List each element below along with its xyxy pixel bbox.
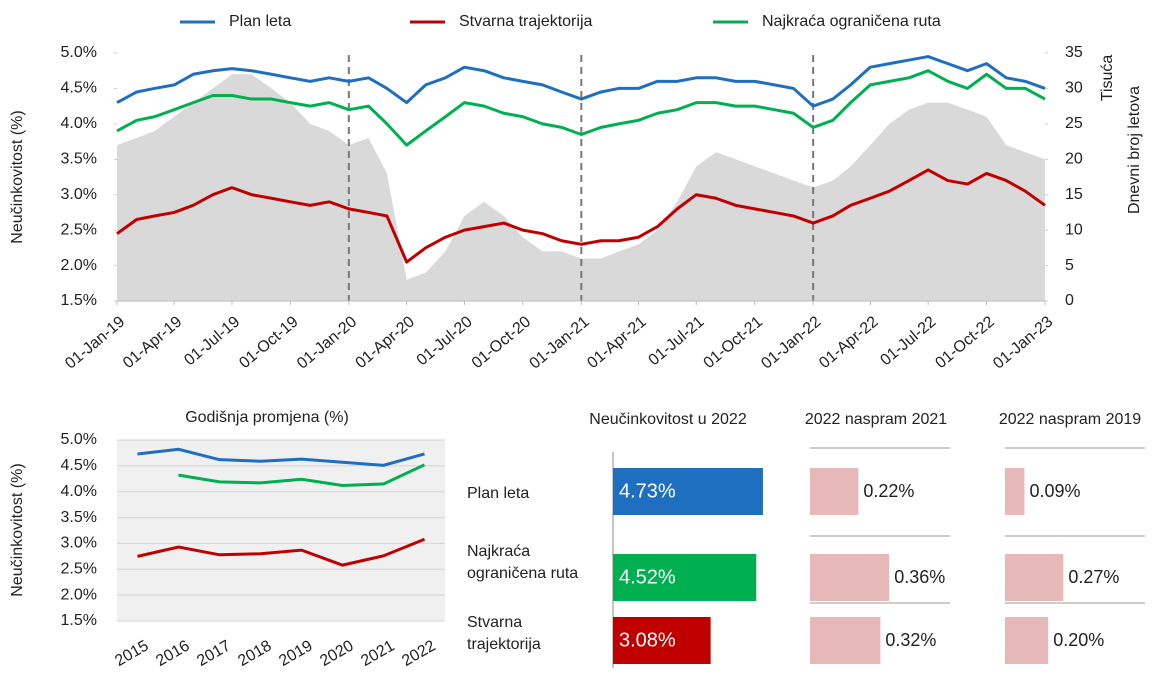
y-tick-label: 3.5% [61,151,97,168]
x-tick-label: 2015 [112,637,151,670]
bar [810,617,881,664]
x-tick-label: 01-Jan-19 [62,313,128,372]
x-tick-label: 2016 [153,637,192,670]
series-line [137,537,426,567]
value-label: 0.20% [1053,630,1104,650]
y2-tick-label: 15 [1065,186,1083,203]
value-label: 4.52% [619,566,676,588]
series-line [116,168,1046,264]
value-label: 4.73% [619,480,676,502]
x-tick-label: 01-Oct-20 [469,313,535,372]
x-tick-label: 2020 [317,637,356,670]
x-tick-label: 01-Jan-20 [294,313,360,372]
x-tick-label: 01-Oct-22 [932,313,998,372]
panel-title: 2022 naspram 2021 [805,411,947,428]
x-tick-label: 01-Jan-21 [526,313,592,372]
y2-tick-label: 0 [1065,292,1074,309]
x-tick-label: 2022 [399,637,438,670]
bar [613,468,763,515]
x-tick-label: 01-Jul-20 [414,313,476,369]
value-label: 0.22% [863,481,914,501]
y-tick-label: 2.5% [61,561,97,578]
panel-title: 2022 naspram 2019 [999,411,1141,428]
value-label: 0.27% [1068,567,1119,587]
x-tick-label: 2017 [194,637,233,670]
value-label: 3.08% [619,629,676,651]
x-tick-label: 01-Oct-19 [236,313,302,372]
y2-tick-label: 20 [1065,151,1083,168]
value-label: 0.36% [894,567,945,587]
x-tick-label: 01-Jul-21 [646,313,708,369]
plot-background [117,440,445,621]
category-label: Stvarna trajektorija [467,614,541,653]
x-tick-label: 01-Apr-19 [120,313,186,372]
bar [1005,617,1049,664]
x-tick-label: 2021 [358,637,397,670]
flights-area [117,74,1045,301]
y-tick-label: 2.0% [61,257,97,274]
y-axis-label: Neučinkovitost (%) [9,463,26,596]
series-line [116,55,1046,108]
y-axis-label: Neučinkovitost (%) [9,110,26,243]
y2-tick-label: 35 [1065,44,1083,61]
y-tick-label: 2.0% [61,586,97,603]
series-line [116,69,1046,147]
y-tick-label: 5.0% [61,431,97,448]
value-label: 0.32% [885,630,936,650]
series-line [178,463,426,488]
chart-title: Godišnja promjena (%) [185,409,349,426]
y-tick-label: 1.5% [61,292,97,309]
legend-label: Stvarna trajektorija [459,13,592,30]
x-tick-label: 01-Apr-21 [584,313,650,372]
bar [810,468,859,515]
y2-tick-label: 30 [1065,80,1083,97]
bar [613,617,711,664]
series-line [137,447,425,467]
x-tick-label: 01-Jul-22 [877,313,939,369]
x-tick-label: 2019 [276,637,315,670]
y2-tick-label: 5 [1065,257,1074,274]
x-tick-label: 01-Jul-19 [181,313,243,369]
category-label: Najkraća ograničena ruta [467,543,579,582]
y2-axis-label: Tisuća [1099,55,1116,102]
x-tick-label: 01-Jan-22 [758,313,824,372]
y2-tick-label: 25 [1065,115,1083,132]
y-tick-label: 4.0% [61,483,97,500]
y-tick-label: 4.5% [61,80,97,97]
x-tick-label: 2018 [235,637,274,670]
y-tick-label: 2.5% [61,221,97,238]
bar [1005,554,1064,601]
panel-title: Neučinkovitost u 2022 [589,411,747,428]
x-tick-label: 01-Apr-22 [816,313,882,372]
x-tick-label: 01-Jan-23 [990,313,1056,372]
category-label: Plan leta [467,485,530,502]
y-tick-label: 1.5% [61,612,97,629]
x-tick-label: 01-Oct-21 [701,313,767,372]
y-tick-label: 3.0% [61,186,97,203]
y-tick-label: 4.0% [61,115,97,132]
y2-axis-label: Dnevni broj letova [1126,86,1143,214]
y-tick-label: 5.0% [61,44,97,61]
y2-tick-label: 10 [1065,221,1083,238]
x-tick-label: 01-Apr-20 [352,313,418,372]
y-tick-label: 4.5% [61,457,97,474]
bar [613,554,757,601]
bar [1005,468,1025,515]
legend-label: Plan leta [229,13,291,30]
y-tick-label: 3.5% [61,509,97,526]
value-label: 0.09% [1029,481,1080,501]
legend-label: Najkraća ograničena ruta [762,13,941,30]
y-tick-label: 3.0% [61,535,97,552]
bar [810,554,890,601]
